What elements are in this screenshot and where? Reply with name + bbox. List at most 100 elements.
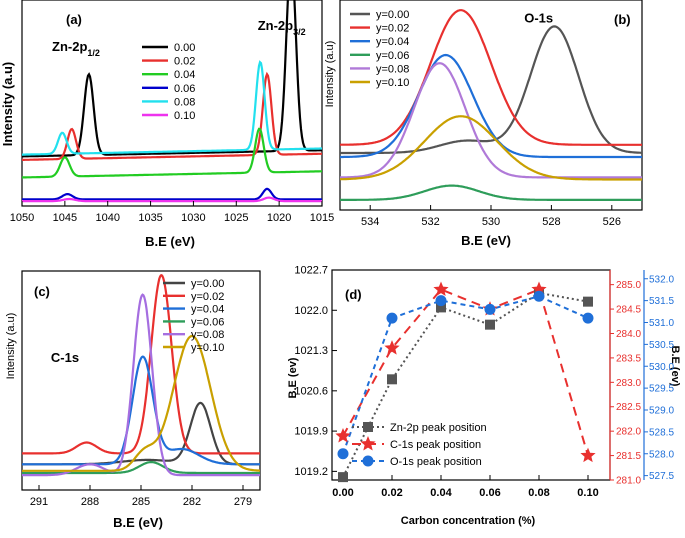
panel-d-ylabel-right: B.E (ev) — [669, 346, 681, 387]
x-tick-label-526: 526 — [603, 216, 621, 228]
peak-annotation-subscript: 3/2 — [293, 27, 306, 37]
peak-annotation-zn-2p3-2: Zn-2p3/2 — [258, 18, 306, 37]
x-tick-label-0-08: 0.08 — [528, 487, 549, 499]
legend-label-y-0-02: y=0.02 — [191, 291, 224, 303]
y-tick-label-c1s-282-5: 282.5 — [616, 402, 641, 413]
peak-annotation-subscript: 1/2 — [87, 48, 100, 58]
point-o-1s-peak-position-0-00 — [337, 448, 349, 460]
point-zn-2p-peak-position-0-04 — [436, 302, 446, 313]
y-tick-label-c1s-281-0: 281.0 — [616, 476, 641, 487]
legend-label-y-0-00: y=0.00 — [376, 9, 409, 21]
series-line-y-0-00 — [340, 25, 642, 155]
panel-b-xlabel: B.E (eV) — [461, 233, 511, 248]
y-tick-label-o1s-531-5: 531.5 — [649, 296, 674, 307]
legend-label-y-0-00: y=0.00 — [191, 278, 224, 290]
legend-marker-o-1s-peak-position — [362, 455, 374, 467]
point-c-1s-peak-position-0-04 — [433, 281, 449, 296]
panel-d-ylabel-left: B.E (ev) — [287, 357, 299, 398]
series-line-y-0-04 — [22, 355, 260, 466]
series-line-0-06 — [22, 187, 322, 201]
panel-a-ylabel: Intensity (a.u) — [0, 62, 15, 147]
x-tick-label-528: 528 — [542, 216, 560, 228]
y-tick-label-c1s-284-0: 284.0 — [616, 329, 641, 340]
legend-label-y-0-06: y=0.06 — [191, 316, 224, 328]
series-line-0-02 — [22, 71, 322, 161]
y-tick-label-left-1022-7: 1022.7 — [294, 265, 328, 277]
point-o-1s-peak-position-0-06 — [484, 303, 496, 315]
y-tick-label-o1s-527-5: 527.5 — [649, 471, 674, 482]
point-zn-2p-peak-position-0-06 — [485, 319, 495, 330]
x-tick-label-1015: 1015 — [310, 212, 334, 224]
panel-c-legend: y=0.00y=0.02y=0.04y=0.06y=0.08y=0.10 — [163, 278, 224, 354]
series-line-y-0-10 — [340, 115, 642, 181]
panel-d-label: (d) — [345, 287, 362, 302]
legend-label-zn-2p-peak-position: Zn-2p peak position — [390, 422, 487, 434]
panel-b-ylabel: Intensity (a.u) — [324, 41, 336, 108]
series-line-y-0-02 — [22, 273, 260, 455]
x-tick-label-291: 291 — [30, 496, 48, 508]
panel-d-legend: Zn-2p peak position C-1s peak position O-1… — [352, 422, 487, 468]
panel-c: (c) B.E (eV) Intensity (a.u) 291 288 285 28… — [5, 270, 261, 530]
legend-label-o-1s-peak-position: O-1s peak position — [390, 456, 482, 468]
x-tick-label-1040: 1040 — [95, 212, 119, 224]
panel-a-xlabel: B.E (eV) — [145, 234, 195, 249]
legend-label-y-0-08: y=0.08 — [191, 329, 224, 341]
series-line-y-0-04 — [340, 53, 642, 159]
y-tick-label-c1s-283-0: 283.0 — [616, 378, 641, 389]
y-tick-label-left-1019-2: 1019.2 — [294, 466, 328, 478]
series-line-0-10 — [22, 196, 322, 203]
y-tick-label-o1s-529-0: 529.0 — [649, 406, 674, 417]
peak-annotation-c-1s: C-1s — [51, 350, 79, 365]
series-line-0-08 — [22, 60, 322, 156]
series-line-o-1s-peak-position — [342, 295, 589, 455]
y-tick-label-c1s-282-0: 282.0 — [616, 427, 641, 438]
x-tick-label-1035: 1035 — [138, 212, 162, 224]
point-c-1s-peak-position-0-02 — [384, 340, 400, 355]
panel-c-xlabel: B.E (eV) — [113, 515, 163, 530]
legend-label-0-04: 0.04 — [174, 69, 195, 81]
panel-a-frame — [21, 0, 323, 207]
panel-d-xlabel: Carbon concentration (%) — [401, 515, 536, 527]
panel-c-ylabel: Intensity (a.u) — [5, 313, 17, 380]
point-zn-2p-peak-position-0-00 — [338, 472, 348, 483]
x-tick-label-530: 530 — [482, 216, 500, 228]
x-tick-label-282: 282 — [183, 496, 201, 508]
legend-label-0-08: 0.08 — [174, 96, 195, 108]
point-o-1s-peak-position-0-08 — [533, 290, 545, 302]
legend-label-y-0-10: y=0.10 — [376, 77, 409, 89]
legend-label-y-0-04: y=0.04 — [191, 304, 224, 316]
y-tick-label-o1s-528-5: 528.5 — [649, 427, 674, 438]
y-tick-label-left-1019-9: 1019.9 — [294, 426, 328, 438]
legend-marker-zn-2p-peak-position — [363, 422, 373, 432]
x-tick-label-0-02: 0.02 — [381, 487, 402, 499]
legend-label-y-0-06: y=0.06 — [376, 50, 409, 62]
point-o-1s-peak-position-0-10 — [582, 312, 594, 324]
panel-d: (d) Carbon concentration (%) B.E (ev) B.… — [287, 265, 681, 528]
series-line-y-0-08 — [340, 62, 642, 179]
x-tick-label-0-06: 0.06 — [479, 487, 500, 499]
y-tick-label-o1s-532-0: 532.0 — [649, 274, 674, 285]
x-tick-label-1030: 1030 — [181, 212, 205, 224]
panel-a-legend: 0.00 0.020.04 0.060.08 0.10 — [142, 42, 195, 122]
series-line-y-0-06 — [340, 184, 642, 201]
series-line-zn-2p-peak-position — [342, 291, 589, 478]
y-tick-label-left-1021-3: 1021.3 — [294, 345, 328, 357]
y-tick-label-c1s-284-5: 284.5 — [616, 305, 641, 316]
y-tick-label-c1s-285-0: 285.0 — [616, 280, 641, 291]
y-tick-label-o1s-530-0: 530.0 — [649, 362, 674, 373]
y-tick-label-o1s-531-0: 531.0 — [649, 318, 674, 329]
x-tick-label-0-10: 0.10 — [577, 487, 598, 499]
y-tick-label-c1s-281-5: 281.5 — [616, 451, 641, 462]
y-tick-label-o1s-530-5: 530.5 — [649, 340, 674, 351]
point-c-1s-peak-position-0-00 — [335, 428, 351, 443]
peak-annotation-zn-2p1-2: Zn-2p1/2 — [52, 39, 100, 58]
panel-b-legend: y=0.00 y=0.02y=0.04 y=0.06y=0.08 y=0.10 — [350, 9, 409, 89]
y-tick-label-o1s-528-0: 528.0 — [649, 449, 674, 460]
legend-label-0-06: 0.06 — [174, 83, 195, 95]
series-line-c-1s-peak-position — [342, 288, 589, 456]
legend-label-0-00: 0.00 — [174, 42, 195, 54]
y-tick-label-c1s-283-5: 283.5 — [616, 353, 641, 364]
point-o-1s-peak-position-0-02 — [386, 312, 398, 324]
y-tick-label-left-1022-0: 1022.0 — [294, 305, 328, 317]
